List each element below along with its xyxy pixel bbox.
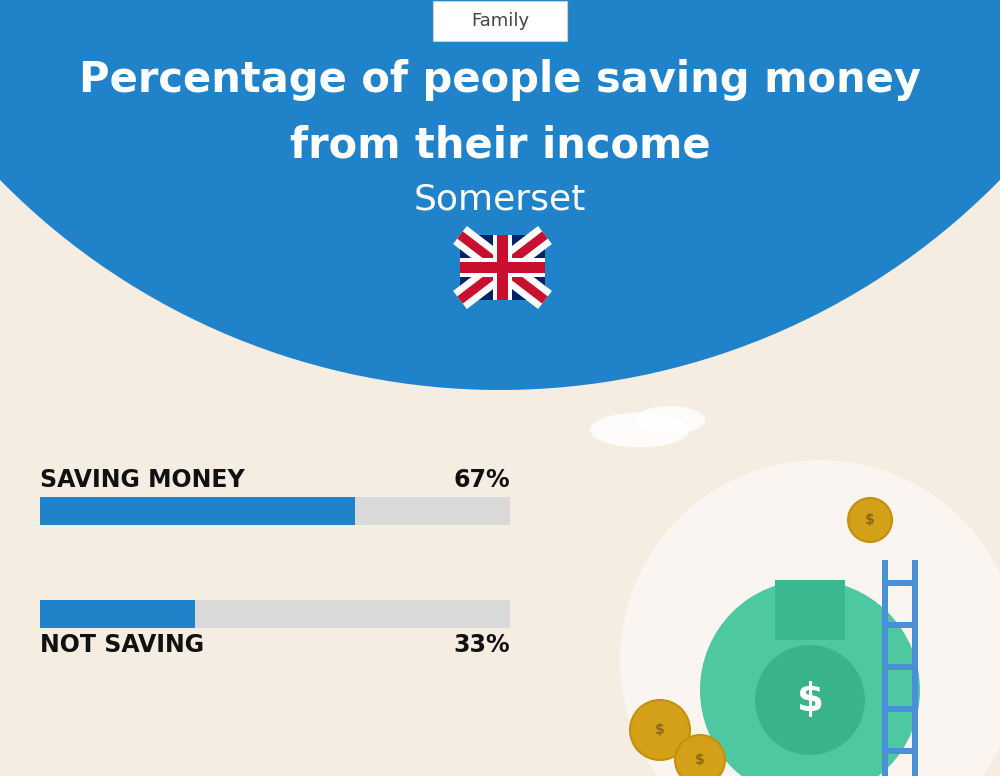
- Bar: [40, 600, 510, 628]
- Bar: [882, 748, 918, 754]
- Bar: [460, 262, 545, 273]
- Polygon shape: [457, 231, 548, 303]
- Bar: [775, 580, 845, 640]
- Circle shape: [630, 700, 690, 760]
- Text: $: $: [695, 753, 705, 767]
- Text: $: $: [865, 513, 875, 527]
- Text: $: $: [796, 681, 824, 719]
- Bar: [460, 235, 545, 300]
- Bar: [493, 235, 512, 300]
- Polygon shape: [453, 226, 552, 309]
- Text: Somerset: Somerset: [414, 183, 586, 217]
- Bar: [882, 580, 918, 586]
- Bar: [460, 258, 545, 276]
- Polygon shape: [457, 231, 548, 303]
- Bar: [40, 497, 510, 525]
- Bar: [882, 706, 918, 712]
- Bar: [497, 235, 508, 300]
- Bar: [882, 664, 918, 670]
- Circle shape: [620, 460, 1000, 776]
- Circle shape: [755, 645, 865, 755]
- Circle shape: [0, 0, 1000, 390]
- Text: 67%: 67%: [453, 468, 510, 492]
- Text: 33%: 33%: [453, 633, 510, 657]
- Text: from their income: from their income: [290, 124, 710, 166]
- Text: $: $: [655, 723, 665, 737]
- Text: NOT SAVING: NOT SAVING: [40, 633, 204, 657]
- Text: Family: Family: [471, 12, 529, 30]
- Bar: [882, 622, 918, 628]
- Ellipse shape: [700, 580, 920, 776]
- Circle shape: [675, 735, 725, 776]
- Text: Percentage of people saving money: Percentage of people saving money: [79, 59, 921, 101]
- Bar: [882, 560, 888, 776]
- FancyBboxPatch shape: [433, 1, 567, 41]
- Ellipse shape: [635, 406, 705, 434]
- Circle shape: [848, 498, 892, 542]
- Polygon shape: [453, 226, 552, 309]
- Text: SAVING MONEY: SAVING MONEY: [40, 468, 245, 492]
- Bar: [912, 560, 918, 776]
- Bar: [40, 497, 355, 525]
- Ellipse shape: [590, 413, 690, 448]
- Bar: [40, 600, 195, 628]
